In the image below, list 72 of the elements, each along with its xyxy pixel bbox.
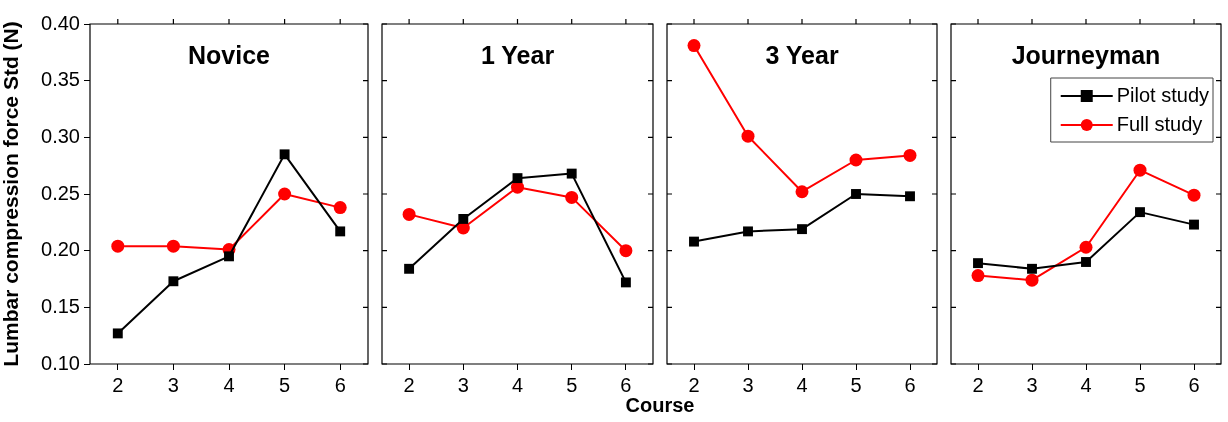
x-tick-label: 6 bbox=[334, 373, 346, 396]
point bbox=[795, 185, 809, 199]
text: Journeyman bbox=[1011, 40, 1161, 69]
point bbox=[278, 187, 292, 201]
point bbox=[565, 190, 579, 204]
x-tick-label: 6 bbox=[904, 373, 916, 396]
x-tick-label: 4 bbox=[223, 373, 235, 396]
x-tick-label: 3 bbox=[1026, 373, 1038, 396]
point bbox=[973, 258, 983, 269]
point bbox=[566, 168, 577, 179]
x-tick-label: 5 bbox=[850, 373, 862, 396]
y-tick-label: 0.20 bbox=[41, 238, 80, 261]
point bbox=[1081, 257, 1091, 267]
point bbox=[458, 213, 469, 224]
legend-label: Full study bbox=[1116, 112, 1203, 135]
point bbox=[112, 328, 123, 339]
y-tick-label: 0.15 bbox=[41, 294, 80, 317]
point bbox=[620, 277, 631, 288]
y-tick-label: 0.10 bbox=[41, 351, 80, 374]
point bbox=[797, 224, 807, 235]
point bbox=[619, 244, 633, 258]
y-tick-label: 0.25 bbox=[41, 181, 80, 204]
x-tick-label: 4 bbox=[1080, 373, 1092, 396]
point bbox=[1079, 240, 1093, 254]
text: 3 Year bbox=[765, 40, 839, 69]
point bbox=[402, 207, 416, 221]
x-axis-title: Course bbox=[624, 394, 696, 417]
point bbox=[168, 276, 179, 287]
x-tick-label: 3 bbox=[167, 373, 179, 396]
point bbox=[1027, 263, 1037, 274]
x-tick-label: 4 bbox=[796, 373, 808, 396]
x-tick-label: 5 bbox=[279, 373, 291, 396]
point bbox=[335, 226, 346, 237]
point bbox=[404, 263, 415, 274]
legend-label: Pilot study bbox=[1116, 83, 1209, 106]
x-tick-label: 5 bbox=[1134, 373, 1146, 396]
point bbox=[1187, 188, 1201, 202]
x-tick-label: 3 bbox=[742, 373, 754, 396]
x-tick-label: 3 bbox=[457, 373, 469, 396]
y-axis-title: Lumbar compression force Std (N) bbox=[0, 21, 23, 367]
point bbox=[1135, 207, 1145, 218]
x-tick-label: 2 bbox=[112, 373, 124, 396]
point bbox=[279, 149, 290, 160]
y-tick-label: 0.30 bbox=[41, 124, 80, 147]
x-tick-label: 2 bbox=[972, 373, 984, 396]
point bbox=[905, 191, 915, 202]
point bbox=[689, 236, 699, 247]
point bbox=[851, 189, 861, 199]
y-tick-label: 0.40 bbox=[41, 11, 80, 34]
x-tick-label: 5 bbox=[566, 373, 578, 396]
point bbox=[512, 173, 523, 184]
text: 1 Year bbox=[480, 40, 555, 69]
point bbox=[166, 239, 180, 253]
point bbox=[1133, 163, 1147, 177]
point bbox=[1025, 273, 1039, 287]
x-tick-label: 2 bbox=[403, 373, 415, 396]
point bbox=[903, 148, 917, 162]
x-tick-label: 2 bbox=[688, 373, 700, 396]
point bbox=[741, 129, 755, 143]
point bbox=[687, 39, 701, 53]
point bbox=[971, 269, 985, 283]
x-tick-label: 4 bbox=[511, 373, 524, 396]
point bbox=[1189, 219, 1199, 230]
point bbox=[849, 153, 863, 167]
y-tick-label: 0.35 bbox=[41, 68, 80, 91]
x-tick-label: 6 bbox=[620, 373, 632, 396]
point bbox=[224, 251, 234, 262]
point bbox=[111, 239, 125, 253]
x-tick-label: 6 bbox=[1188, 373, 1200, 396]
text: Novice bbox=[188, 40, 271, 69]
point bbox=[333, 201, 347, 215]
point bbox=[743, 226, 753, 237]
